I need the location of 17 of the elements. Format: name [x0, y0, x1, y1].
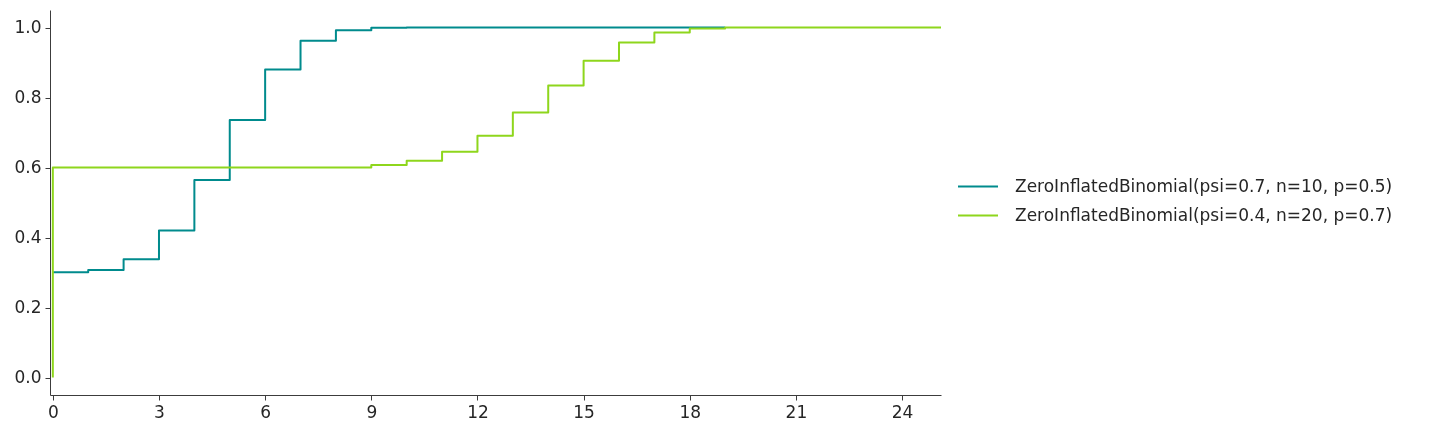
x-tick-label: 0 [47, 401, 59, 422]
x-tick-label: 21 [785, 401, 808, 422]
x-tick-label: 9 [366, 401, 378, 422]
y-tick-label: 0.4 [14, 227, 42, 247]
x-tick-label: 12 [467, 401, 489, 422]
legend-label: ZeroInflatedBinomial(psi=0.7, n=10, p=0.5) [1015, 175, 1393, 196]
x-tick-label: 18 [679, 401, 702, 422]
y-tick-label: 0.0 [14, 367, 42, 387]
x-tick-label: 6 [260, 401, 272, 422]
y-tick-label: 0.6 [14, 157, 42, 177]
y-tick-label: 0.8 [14, 87, 42, 107]
legend-label: ZeroInflatedBinomial(psi=0.4, n=20, p=0.7) [1015, 204, 1393, 225]
y-tick-label: 1.0 [14, 17, 42, 37]
x-tick-label: 15 [573, 401, 595, 422]
x-tick-label: 3 [154, 401, 165, 422]
y-tick-label: 0.2 [14, 297, 42, 317]
x-tick-label: 24 [891, 401, 914, 422]
